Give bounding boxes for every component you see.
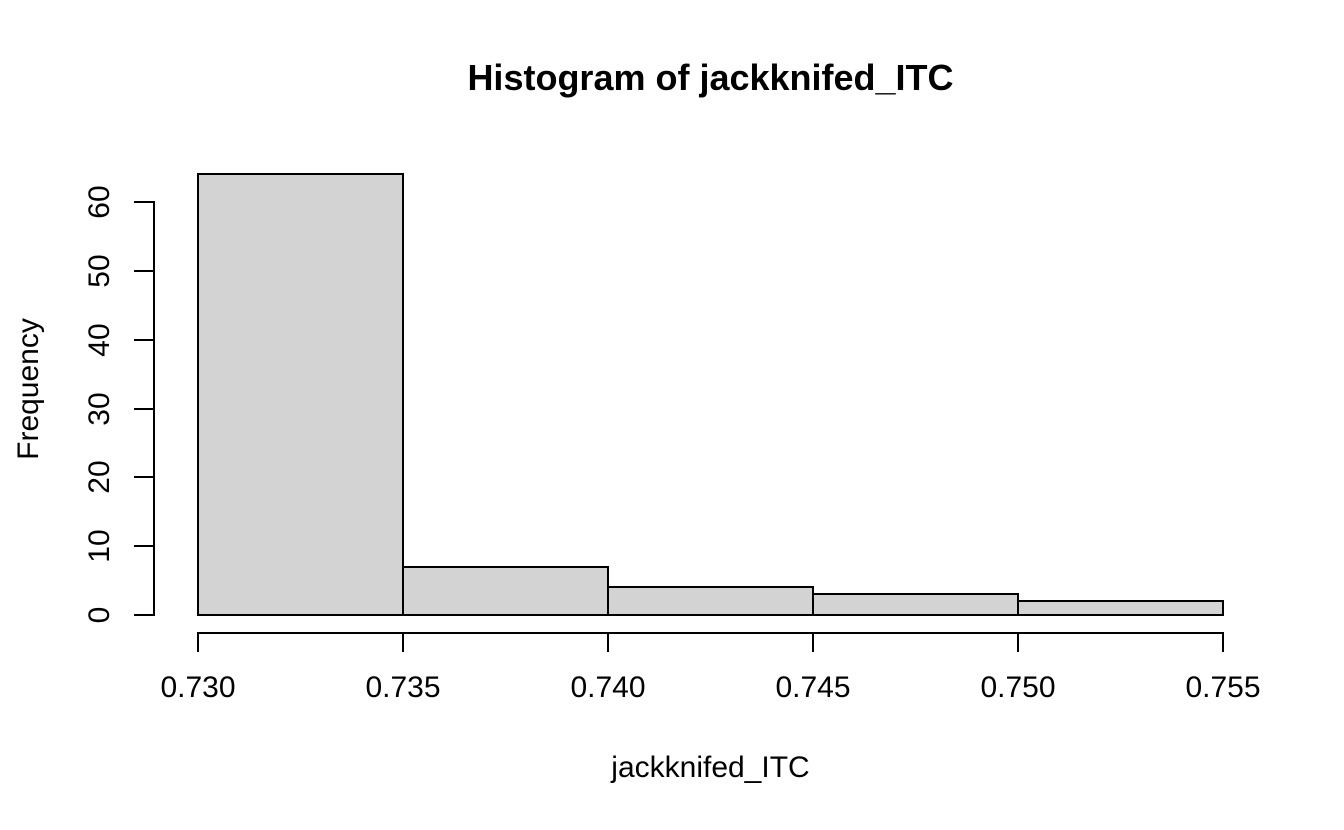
y-tick	[134, 338, 154, 341]
y-tick	[134, 407, 154, 410]
histogram-bar	[812, 593, 1019, 616]
x-axis-label: jackknifed_ITC	[611, 751, 810, 784]
x-tick	[197, 632, 199, 652]
histogram-bar	[197, 173, 404, 616]
x-tick-label: 0.735	[365, 671, 441, 704]
x-tick	[1017, 632, 1019, 652]
histogram-bar	[607, 586, 814, 616]
x-tick-label: 0.740	[570, 671, 646, 704]
y-tick	[134, 614, 154, 616]
y-tick	[134, 201, 154, 203]
x-tick	[402, 632, 404, 652]
x-tick-label: 0.745	[775, 671, 851, 704]
x-tick-label: 0.750	[980, 671, 1056, 704]
y-axis-line	[153, 201, 155, 616]
histogram-bar	[402, 565, 609, 616]
y-tick-label: 60	[83, 185, 116, 219]
y-tick	[134, 545, 154, 548]
histogram-bar	[1017, 600, 1224, 616]
x-tick	[812, 632, 814, 652]
x-tick	[1222, 632, 1224, 652]
x-axis-line	[197, 632, 1224, 634]
y-tick	[134, 476, 154, 479]
x-tick-label: 0.755	[1185, 671, 1261, 704]
y-tick	[134, 269, 154, 272]
x-tick	[607, 632, 609, 652]
y-axis-label: Frequency	[12, 318, 45, 460]
chart-title: Histogram of jackknifed_ITC	[467, 57, 954, 98]
x-tick-label: 0.730	[160, 671, 236, 704]
